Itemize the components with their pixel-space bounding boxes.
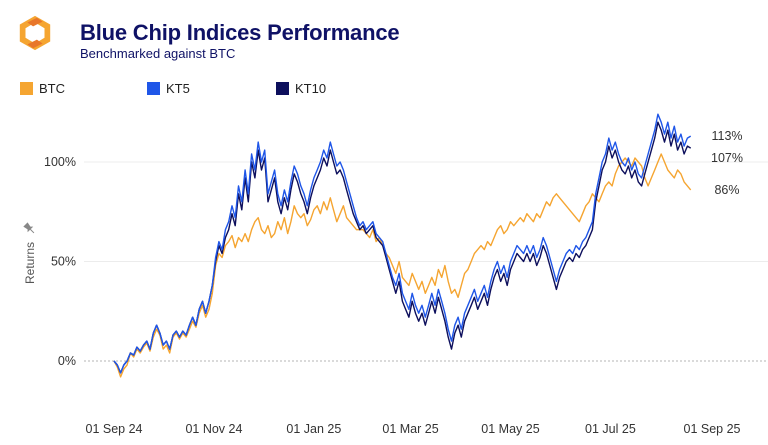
end-labels: 113% 107% 86% — [711, 129, 743, 197]
legend-label-kt10: KT10 — [295, 80, 327, 96]
end-label-btc: 86% — [714, 183, 739, 197]
end-label-kt10: 107% — [711, 151, 743, 165]
end-label-kt5: 113% — [711, 129, 742, 143]
x-axis-ticks: 01 Sep 24 01 Nov 24 01 Jan 25 01 Mar 25 01 M… — [86, 422, 741, 436]
legend-item-btc[interactable]: BTC — [20, 80, 65, 96]
legend-label-btc: BTC — [39, 80, 65, 96]
x-tick-label: 01 Sep 25 — [684, 422, 741, 436]
y-axis-ticks: 0% 50% 100% — [44, 155, 76, 368]
x-tick-label: 01 Jul 25 — [585, 422, 636, 436]
legend-swatch-btc — [20, 81, 33, 95]
series-lines — [113, 113, 692, 378]
brand-logo-icon — [19, 15, 51, 51]
x-tick-label: 01 Jan 25 — [286, 422, 341, 436]
x-tick-label: 01 May 25 — [481, 422, 539, 436]
x-tick-label: 01 Mar 25 — [382, 422, 438, 436]
x-tick-label: 01 Sep 24 — [86, 422, 143, 436]
series-line-kt5 — [113, 113, 692, 374]
y-axis-label-group: Returns — [23, 222, 37, 284]
y-tick-label: 100% — [44, 155, 76, 169]
series-line-btc — [113, 153, 692, 378]
x-tick-label: 01 Nov 24 — [185, 422, 242, 436]
legend-item-kt5[interactable]: KT5 — [147, 80, 190, 96]
y-axis-label: Returns — [23, 242, 37, 284]
series-line-kt10 — [113, 121, 692, 374]
y-tick-label: 0% — [58, 354, 76, 368]
y-tick-label: 50% — [51, 255, 76, 269]
page-subtitle: Benchmarked against BTC — [80, 46, 236, 61]
legend-label-kt5: KT5 — [166, 80, 190, 96]
page-title: Blue Chip Indices Performance — [80, 20, 400, 45]
legend-swatch-kt10 — [276, 81, 289, 95]
legend-item-kt10[interactable]: KT10 — [276, 80, 326, 96]
pin-icon — [23, 222, 35, 234]
grid-lines — [84, 161, 768, 362]
legend-swatch-kt5 — [147, 81, 160, 95]
